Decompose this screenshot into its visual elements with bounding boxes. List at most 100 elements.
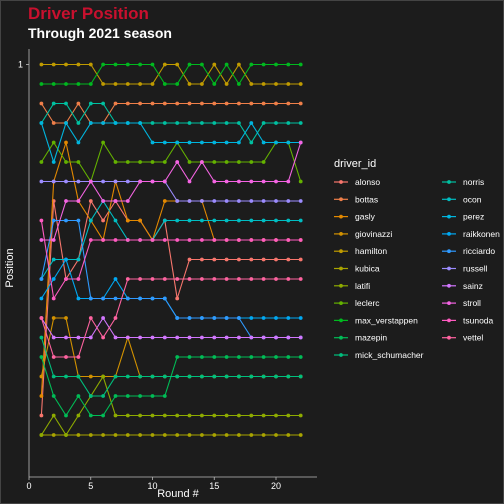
data-point — [224, 62, 229, 67]
data-point — [64, 257, 68, 262]
data-point — [150, 82, 155, 86]
legend-key-point — [447, 249, 451, 254]
series-max_verstappen — [39, 62, 303, 86]
series-mick_schumacher — [39, 335, 303, 398]
data-point — [298, 82, 303, 86]
data-point — [150, 413, 155, 418]
legend-label: raikkonen — [463, 229, 500, 239]
series-line-vettel — [40, 278, 301, 358]
data-point — [298, 277, 303, 281]
data-point — [101, 179, 105, 184]
data-point — [125, 433, 130, 437]
data-point — [224, 82, 229, 86]
data-point — [298, 101, 303, 106]
data-point — [162, 296, 167, 301]
data-point — [249, 413, 254, 418]
data-point — [187, 179, 192, 184]
legend-key-point — [339, 283, 343, 288]
data-point — [39, 101, 44, 106]
data-point — [224, 374, 229, 379]
data-point — [274, 316, 278, 320]
data-point — [64, 433, 68, 437]
legend: alonso bottas gasly giovinazzi hamilton kubic… — [334, 177, 500, 360]
series-leclerc — [39, 140, 303, 184]
data-point — [138, 296, 143, 301]
data-point — [138, 413, 143, 418]
legend-label: bottas — [355, 194, 378, 204]
data-point — [187, 355, 192, 359]
data-point — [64, 82, 68, 86]
data-point — [249, 316, 254, 320]
legend-label: tsunoda — [463, 315, 494, 325]
data-point — [113, 82, 118, 86]
data-point — [200, 101, 204, 106]
data-point — [187, 218, 192, 223]
data-point — [76, 199, 81, 203]
legend-item-bottas: bottas — [334, 194, 378, 204]
data-point — [39, 316, 44, 320]
data-point — [298, 218, 303, 223]
data-point — [286, 257, 291, 262]
data-point — [212, 62, 217, 67]
data-point — [298, 433, 303, 437]
data-point — [125, 394, 130, 398]
data-point — [224, 218, 229, 223]
data-point — [187, 374, 192, 379]
data-point — [88, 218, 93, 223]
data-point — [212, 335, 217, 340]
data-point — [125, 62, 130, 67]
data-point — [261, 374, 266, 379]
legend-label: mick_schumacher — [355, 350, 424, 360]
data-point — [286, 335, 291, 340]
series-line-alonso — [40, 199, 301, 416]
data-point — [261, 355, 266, 359]
data-point — [88, 82, 93, 86]
data-point — [274, 257, 278, 262]
data-point — [125, 413, 130, 418]
data-point — [274, 101, 278, 106]
data-point — [51, 316, 56, 320]
legend-key-point — [339, 232, 343, 236]
data-point — [76, 140, 81, 145]
data-point — [237, 374, 241, 379]
legend-key-point — [339, 335, 343, 340]
legend-key-point — [339, 249, 343, 254]
data-point — [187, 238, 192, 242]
legend-item-alonso: alonso — [334, 177, 380, 187]
series-line-latifi — [40, 375, 301, 437]
data-point — [39, 374, 44, 379]
data-point — [88, 121, 93, 125]
data-point — [224, 199, 229, 203]
data-point — [200, 335, 204, 340]
data-point — [261, 101, 266, 106]
data-point — [51, 218, 56, 223]
data-point — [39, 238, 44, 242]
data-point — [39, 296, 44, 301]
data-point — [64, 374, 68, 379]
data-point — [274, 62, 278, 67]
data-point — [76, 101, 81, 106]
data-point — [286, 101, 291, 106]
data-point — [113, 296, 118, 301]
data-point — [162, 413, 167, 418]
data-point — [175, 238, 180, 242]
data-point — [39, 218, 44, 223]
series-latifi — [39, 374, 303, 437]
data-point — [237, 433, 241, 437]
data-point — [162, 140, 167, 145]
data-point — [261, 433, 266, 437]
data-point — [200, 413, 204, 418]
data-point — [274, 82, 278, 86]
x-tick-label: 10 — [147, 481, 157, 491]
data-point — [51, 355, 56, 359]
legend-label: gasly — [355, 212, 376, 222]
data-point — [200, 199, 204, 203]
chart-subtitle: Through 2021 season — [28, 25, 172, 41]
data-point — [162, 218, 167, 223]
legend-item-giovinazzi: giovinazzi — [334, 229, 392, 239]
data-point — [125, 374, 130, 379]
data-point — [76, 277, 81, 281]
data-point — [88, 199, 93, 203]
data-point — [76, 296, 81, 301]
data-point — [175, 62, 180, 67]
